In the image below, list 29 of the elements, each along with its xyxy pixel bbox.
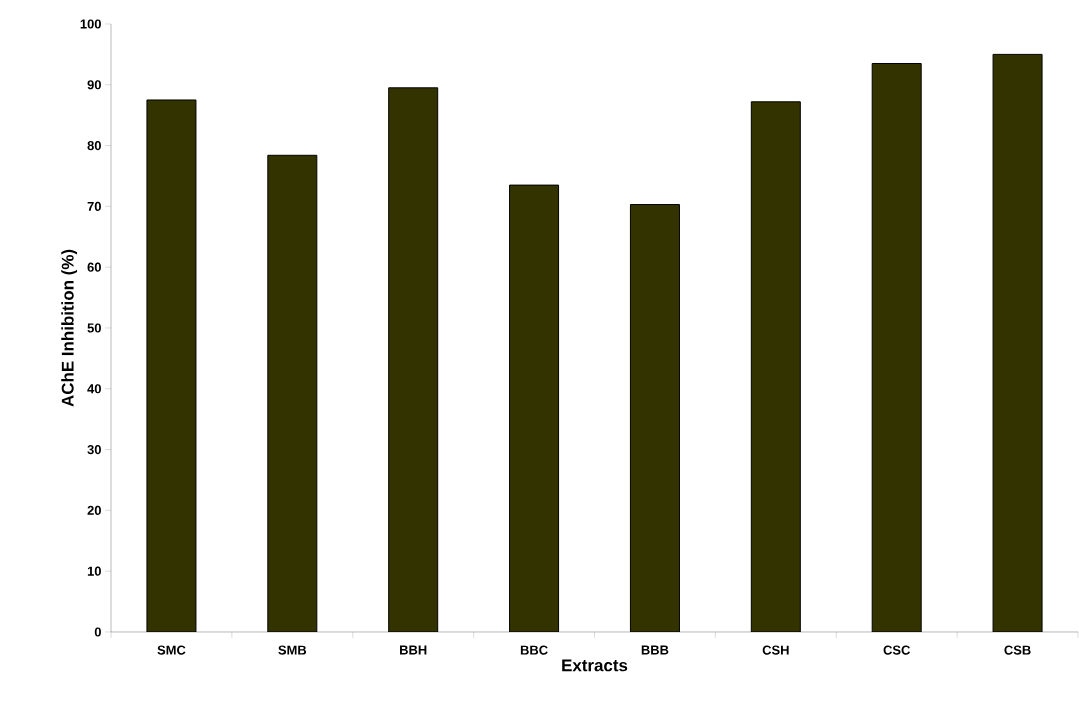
y-tick-label: 40: [87, 384, 101, 394]
x-axis-title: Extracts: [562, 659, 628, 672]
y-tick-label: 60: [87, 262, 101, 272]
y-tick-label: 10: [87, 566, 101, 576]
x-tick-label: CSB: [1004, 645, 1031, 655]
bar: [871, 63, 922, 632]
y-tick-label: 30: [87, 444, 101, 455]
x-tick-label: SMC: [157, 645, 186, 655]
bar: [992, 53, 1043, 632]
y-tick-label: 0: [94, 627, 101, 637]
bar: [267, 154, 318, 632]
y-axis-title: AChE Inhibition (%): [61, 249, 78, 407]
x-tick-label: CSH: [762, 645, 789, 655]
bar: [388, 87, 439, 632]
bar: [509, 184, 560, 632]
y-tick-label: 80: [87, 140, 101, 151]
y-tick-label: 20: [87, 505, 101, 515]
x-tick-label: CSC: [883, 645, 911, 655]
y-tick-label: 90: [87, 80, 101, 90]
x-tick-label: BBH: [400, 645, 427, 655]
y-tick-label: 70: [87, 201, 101, 211]
y-tick-label: 50: [87, 323, 101, 333]
bar: [629, 204, 680, 632]
y-tick-label: 100: [80, 19, 101, 29]
bar: [750, 101, 801, 632]
bar: [146, 99, 197, 632]
x-tick-label: BBC: [520, 645, 548, 655]
x-tick-label: SMB: [278, 645, 307, 655]
x-tick-label: BBB: [641, 645, 669, 655]
